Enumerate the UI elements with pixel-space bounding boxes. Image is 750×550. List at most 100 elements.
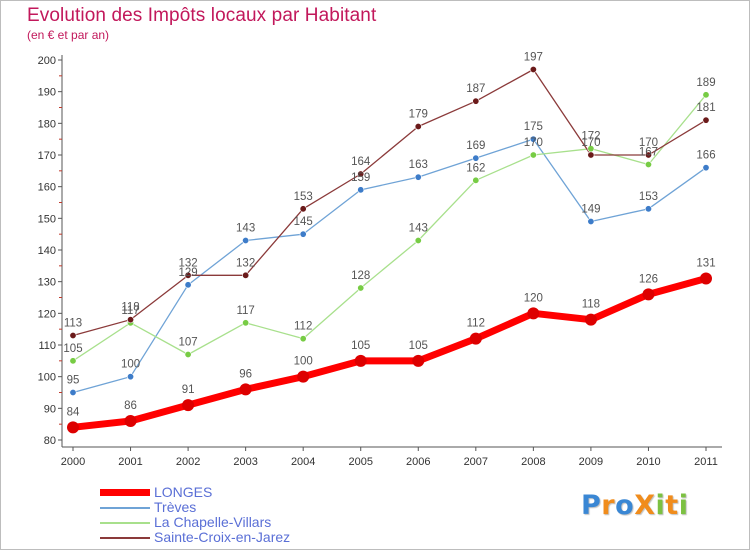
- data-label-la-chapelle-villars: 143: [409, 223, 428, 235]
- data-point-longes: [584, 313, 597, 326]
- legend-swatch: [100, 506, 150, 509]
- x-tick-label: 2003: [233, 456, 257, 468]
- y-tick-label: 170: [38, 150, 56, 162]
- data-point-treves: [472, 154, 480, 162]
- data-point-treves: [357, 186, 365, 194]
- data-point-treves: [184, 281, 192, 289]
- data-label-la-chapelle-villars: 107: [178, 337, 197, 349]
- x-tick-label: 2008: [521, 456, 545, 468]
- data-point-sainte-croix-en-jarez: [702, 116, 710, 124]
- series-line-longes: [69, 275, 710, 431]
- axes: 80 90 100 110 120 130 140 150 160 170 180 190 200 200…: [38, 55, 722, 468]
- data-label-longes: 105: [409, 340, 428, 352]
- data-point-sainte-croix-en-jarez: [127, 316, 135, 324]
- data-point-longes: [527, 307, 540, 320]
- data-label-la-chapelle-villars: 112: [294, 321, 312, 333]
- legend-label: Trèves: [154, 499, 197, 515]
- data-point-longes: [412, 354, 425, 367]
- x-tick-label: 2011: [694, 456, 718, 468]
- data-label-la-chapelle-villars: 172: [581, 131, 600, 143]
- data-point-la-chapelle-villars: [702, 91, 710, 99]
- data-label-longes: 131: [696, 258, 715, 270]
- logo-letter: X: [634, 490, 656, 521]
- data-label-longes: 112: [467, 318, 485, 330]
- data-point-treves: [127, 373, 135, 381]
- data-point-treves: [644, 205, 652, 213]
- data-label-treves: 129: [178, 267, 197, 279]
- legend-item: La Chapelle-Villars: [100, 515, 290, 530]
- data-label-treves: 169: [466, 140, 485, 152]
- data-point-la-chapelle-villars: [242, 319, 250, 327]
- data-point-la-chapelle-villars: [644, 161, 652, 169]
- data-point-longes: [642, 288, 655, 301]
- data-label-sainte-croix-en-jarez: 132: [178, 257, 197, 269]
- y-tick-label: 160: [38, 182, 56, 194]
- y-tick-label: 90: [44, 403, 56, 415]
- x-tick-label: 2001: [118, 456, 142, 468]
- data-label-la-chapelle-villars: 162: [466, 162, 485, 174]
- y-tick-label: 200: [38, 55, 56, 67]
- data-label-treves: 149: [581, 204, 600, 216]
- data-point-treves: [69, 388, 77, 396]
- legend-item: LONGES: [100, 485, 290, 500]
- x-tick-label: 2002: [176, 456, 200, 468]
- data-label-treves: 100: [121, 359, 140, 371]
- data-point-sainte-croix-en-jarez: [472, 97, 480, 105]
- data-point-longes: [469, 332, 482, 345]
- series-line-treves: [72, 138, 707, 394]
- data-label-treves: 175: [524, 121, 543, 133]
- data-label-longes: 126: [639, 273, 658, 285]
- data-point-sainte-croix-en-jarez: [414, 123, 422, 131]
- data-point-treves: [529, 135, 537, 143]
- data-point-treves: [587, 218, 595, 226]
- logo-letter: o: [615, 490, 635, 521]
- data-point-sainte-croix-en-jarez: [299, 205, 307, 213]
- data-label-sainte-croix-en-jarez: 187: [466, 83, 485, 95]
- data-point-la-chapelle-villars: [472, 176, 480, 184]
- data-point-sainte-croix-en-jarez: [529, 66, 537, 74]
- x-tick-label: 2009: [579, 456, 603, 468]
- data-label-sainte-croix-en-jarez: 181: [696, 102, 715, 114]
- legend-item: Sainte-Croix-en-Jarez: [100, 530, 290, 545]
- data-point-la-chapelle-villars: [299, 335, 307, 343]
- data-label-treves: 145: [294, 216, 313, 228]
- data-point-sainte-croix-en-jarez: [69, 331, 77, 339]
- data-point-treves: [299, 230, 307, 238]
- data-point-longes: [354, 354, 367, 367]
- logo-letter: r: [601, 490, 616, 521]
- chart-legend: LONGES Trèves La Chapelle-Villars Sainte-Cr…: [100, 485, 290, 545]
- logo-letter: i: [678, 490, 689, 521]
- series-line-la-chapelle-villars: [72, 94, 707, 362]
- y-tick-label: 80: [44, 435, 56, 447]
- data-label-treves: 143: [236, 223, 255, 235]
- data-label-la-chapelle-villars: 105: [63, 343, 82, 355]
- x-tick-label: 2005: [348, 456, 372, 468]
- data-point-longes: [700, 272, 712, 285]
- data-label-longes: 91: [182, 384, 195, 396]
- data-label-la-chapelle-villars: 167: [639, 147, 658, 159]
- y-tick-label: 100: [38, 372, 56, 384]
- x-tick-label: 2004: [291, 456, 315, 468]
- y-tick-label: 130: [38, 277, 56, 289]
- y-tick-label: 190: [38, 87, 56, 99]
- y-tick-label: 110: [38, 340, 56, 352]
- legend-label: La Chapelle-Villars: [154, 514, 272, 530]
- data-label-sainte-croix-en-jarez: 170: [639, 137, 658, 149]
- legend-label: Sainte-Croix-en-Jarez: [154, 529, 291, 545]
- legend-item: Trèves: [100, 500, 290, 515]
- legend-label: LONGES: [154, 484, 213, 500]
- data-point-la-chapelle-villars: [414, 237, 422, 245]
- y-tick-label: 120: [38, 308, 56, 320]
- data-point-longes: [239, 383, 252, 396]
- data-point-longes: [124, 415, 137, 427]
- data-label-longes: 105: [351, 340, 370, 352]
- x-tick-label: 2006: [406, 456, 430, 468]
- data-point-longes: [297, 370, 310, 383]
- y-tick-label: 180: [38, 118, 56, 130]
- data-point-sainte-croix-en-jarez: [357, 170, 365, 178]
- chart-subtitle: (en € et par an): [27, 28, 110, 42]
- data-label-la-chapelle-villars: 128: [351, 270, 370, 282]
- data-label-sainte-croix-en-jarez: 164: [351, 156, 371, 168]
